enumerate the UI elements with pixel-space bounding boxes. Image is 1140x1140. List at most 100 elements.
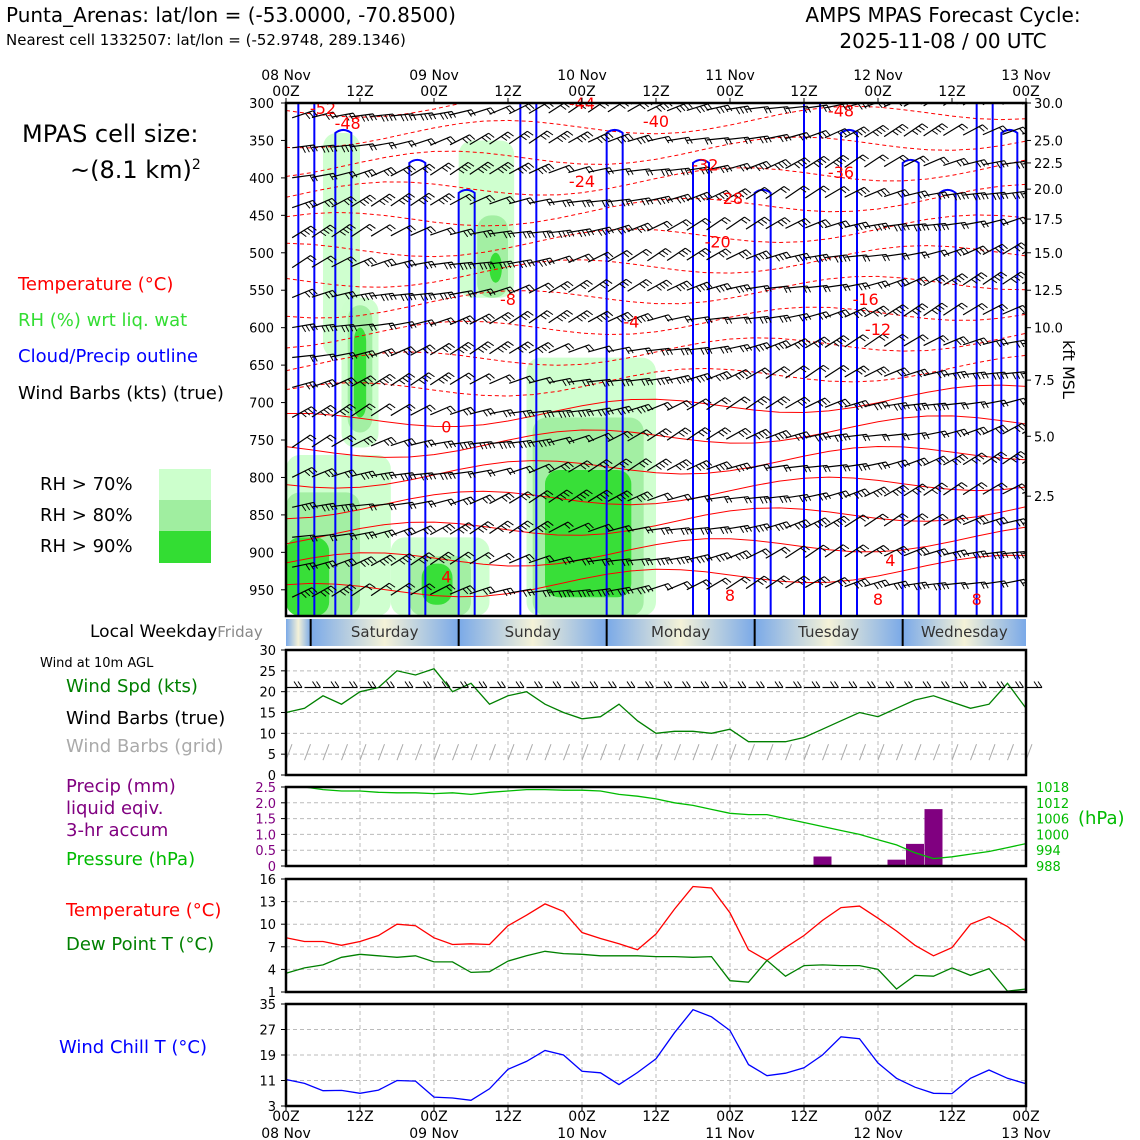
pressure-tick-label: 300 [249, 97, 274, 112]
wind-barb-feather [442, 527, 449, 533]
wind-barb-feather [526, 260, 532, 267]
wind-barb-feather [803, 575, 811, 581]
wind-barb-feather [899, 156, 906, 162]
wind-barb-feather [409, 225, 416, 231]
wind-barb-feather [640, 225, 646, 232]
wind-barb-feather [427, 261, 433, 269]
pressure-tick-label: 450 [249, 209, 274, 224]
wind-barb-feather [421, 556, 429, 562]
cell-size-text: ~(8.1 km) [70, 156, 192, 184]
wind-barb-feather [609, 588, 614, 596]
wind-barb-feather [715, 107, 721, 114]
isotherm-label: -28 [717, 189, 743, 208]
wind-barb-feather [935, 278, 942, 284]
wind-barb-feather [1016, 162, 1021, 169]
surface-barb-feather [848, 681, 854, 688]
wind-barb-feather [566, 590, 571, 597]
surface-barb-feather [649, 681, 654, 688]
wind-barb-feather [387, 438, 393, 445]
wind-barb-feather [580, 314, 587, 320]
wind-barb-feather [735, 107, 741, 115]
wind-barb-feather [388, 114, 393, 121]
surface-barb-feather [316, 681, 321, 688]
wind-barb-feather [488, 313, 495, 319]
wind-barb-feather [443, 442, 449, 449]
wind-barb-feather [540, 135, 547, 140]
wind-barb-feather [363, 559, 370, 566]
wind-barb-feather [588, 253, 594, 260]
wind-barb-feather [641, 559, 646, 566]
wind-barb-feather [596, 137, 603, 144]
wind-barb-feather [418, 379, 425, 384]
isotherm-label: -32 [692, 155, 718, 174]
wind-barb-feather [484, 343, 491, 349]
wind-barb-feather [977, 274, 985, 280]
wind-barb-feather [922, 334, 929, 340]
wind-barb-feather [482, 589, 488, 596]
wind-barb-feather [892, 490, 899, 497]
pressure-tick-label: 950 [249, 584, 274, 599]
wind-barb-feather [625, 168, 630, 176]
weekday-cell [606, 619, 755, 646]
wind-barb-feather [837, 131, 844, 138]
hour-label-top: 12Z [346, 84, 373, 100]
surface-barb-feather [959, 681, 965, 688]
wind-barb-feather [449, 523, 456, 530]
wind-barb-feather [346, 406, 353, 412]
wind-barb-feather [530, 410, 535, 417]
wind-barb-feather [1044, 551, 1047, 557]
wind-barb [864, 544, 884, 557]
wind-barb-feather [821, 399, 827, 405]
wind-barb-feather [608, 432, 614, 439]
wind-barb-feather [450, 136, 456, 143]
wind-barb-feather [408, 582, 416, 588]
wind-barb-feather [583, 282, 590, 288]
wind-barb-feather [821, 220, 828, 227]
wind-barb-feather [668, 348, 673, 355]
wind-barb [291, 199, 314, 209]
wind-barb-feather [783, 286, 788, 293]
weekday-label: Local Weekday [90, 622, 218, 642]
wind-barb [528, 342, 549, 354]
weekday-name: Sunday [505, 623, 561, 641]
surface-barb-feather [700, 681, 706, 688]
wind-barb-feather [485, 496, 492, 502]
wind-barb-feather [961, 302, 968, 308]
wind-barb-feather [783, 465, 788, 473]
wind-barb [627, 278, 647, 292]
wind-barb-feather [481, 136, 488, 143]
wind-barb-feather [329, 503, 334, 511]
wind-barb-feather [312, 288, 318, 295]
wind-barb-feather [794, 255, 800, 263]
wind-barb-feather [382, 198, 389, 203]
wind-barb-feather [627, 311, 634, 318]
wind-barb-feather [999, 219, 1005, 227]
wind-barb-feather [853, 403, 859, 410]
wind-barb-feather [980, 192, 985, 200]
wind-barb-feather [581, 590, 586, 597]
ytick-label: 13 [259, 896, 276, 911]
wind-barb-feather [497, 527, 504, 533]
weekday-cell [754, 619, 903, 646]
wind-barb-feather [542, 259, 547, 266]
wind-barb-feather [443, 473, 448, 480]
wind-barb-feather [743, 137, 748, 145]
wind-barb [864, 154, 884, 168]
grid-barb [563, 743, 570, 761]
wind-barb-feather [933, 583, 938, 591]
surface-barb-feather [371, 681, 377, 688]
wind-barb-feather [418, 199, 425, 205]
wind-barb-feather [684, 137, 689, 145]
wind-barb-feather [487, 341, 494, 347]
grid-barb [452, 743, 459, 761]
wind-barb-feather [348, 172, 354, 179]
weekday-cell [902, 619, 1026, 646]
wind-barb-feather [323, 229, 330, 234]
wind-barb-feather [994, 276, 1001, 281]
wind-barb-feather [933, 404, 938, 411]
wind-barb-feather [664, 527, 670, 535]
wind-barb-feather [680, 528, 685, 536]
grid-barb [618, 743, 626, 761]
wind-barb-feather [956, 160, 962, 167]
wind-barb-feather [676, 106, 682, 113]
